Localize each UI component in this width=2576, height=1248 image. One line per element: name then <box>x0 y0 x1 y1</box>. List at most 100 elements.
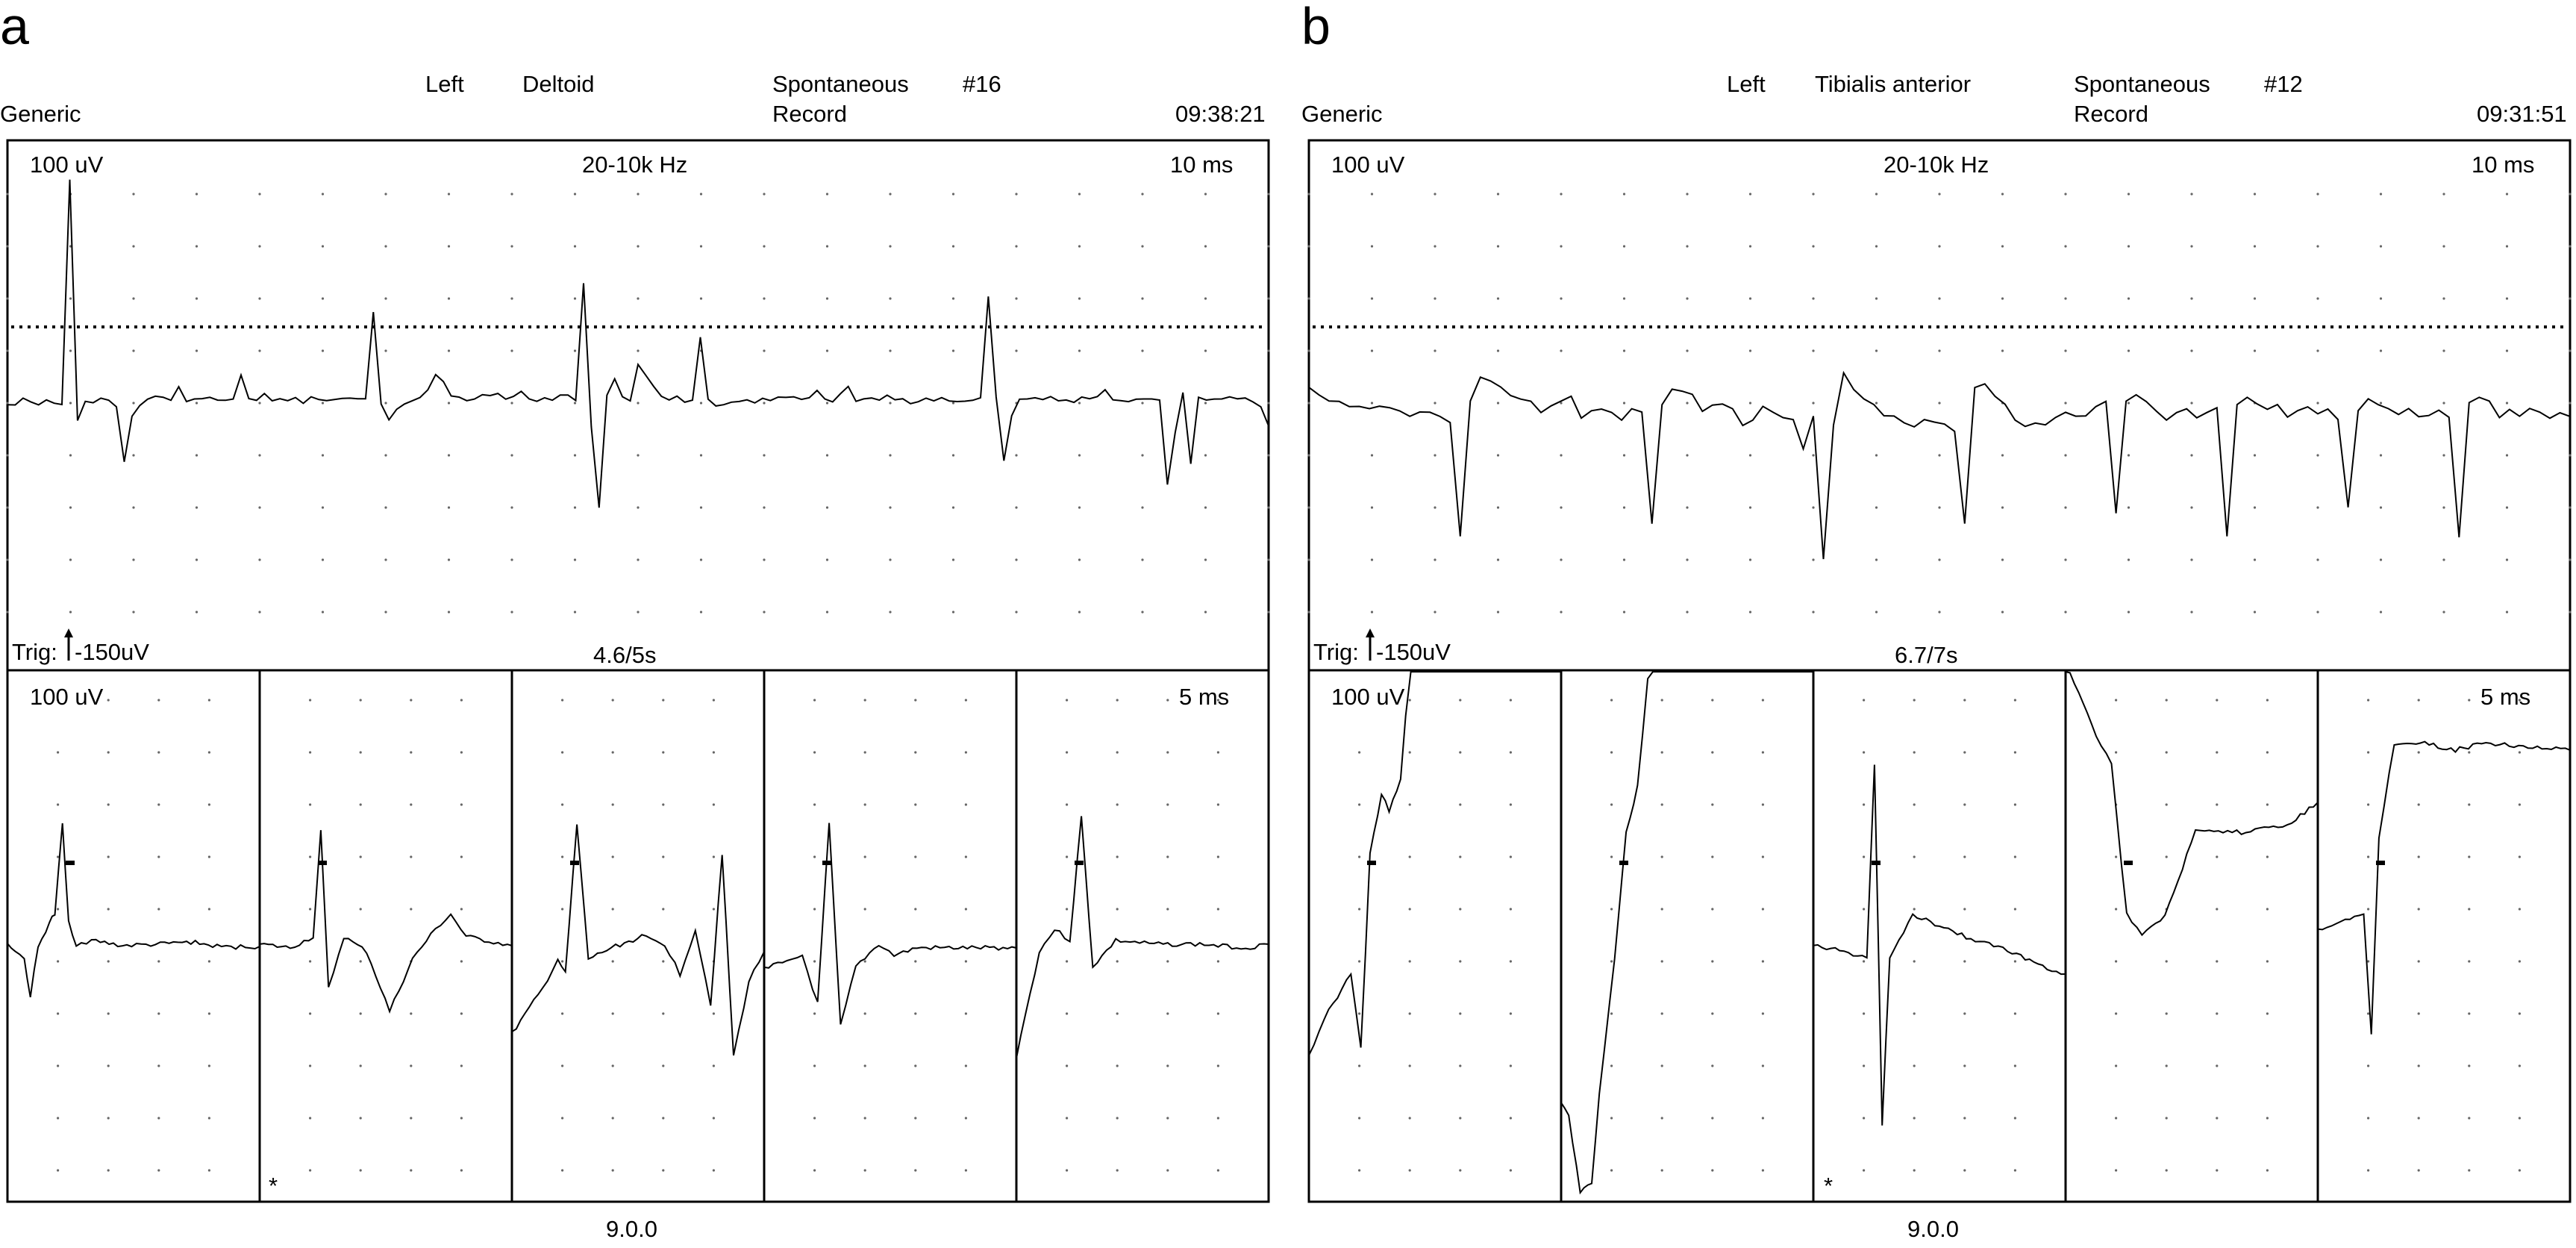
grid-dot <box>1711 803 1714 806</box>
grid-dot <box>2367 855 2370 858</box>
grid-dot <box>6 454 9 457</box>
grid-dot <box>2013 1064 2016 1067</box>
grid-dot <box>157 803 160 806</box>
grid-dot <box>359 908 362 911</box>
emg-chart-a <box>6 139 1270 1203</box>
grid-dot <box>813 803 816 806</box>
grid-dot <box>2001 454 2004 457</box>
grid-dot <box>2518 960 2521 963</box>
grid-dot <box>1358 1012 1361 1015</box>
grid-dot <box>1963 908 1966 911</box>
grid-dot <box>359 751 362 754</box>
grid-dot <box>2165 1169 2168 1172</box>
grid-dot <box>1141 454 1144 457</box>
grid-dot <box>2064 454 2067 457</box>
grid-dot <box>2001 245 2004 248</box>
grid-dot <box>1078 193 1081 196</box>
grid-dot <box>2190 245 2193 248</box>
grid-dot <box>1686 245 1689 248</box>
grid-dot <box>2316 558 2319 561</box>
grid-dot <box>1863 1064 1866 1067</box>
muscle-label: Tibialis anterior <box>1815 71 1972 97</box>
grid-dot <box>1116 1064 1119 1067</box>
grid-dot <box>1622 193 1626 196</box>
grid-dot <box>1875 297 1878 300</box>
grid-dot <box>825 454 829 457</box>
grid-dot <box>1812 402 1815 405</box>
grid-dot <box>1761 855 1764 858</box>
grid-dot <box>384 454 387 457</box>
grid-dot <box>825 402 829 405</box>
grid-dot <box>2505 245 2509 248</box>
grid-dot <box>611 1064 614 1067</box>
grid-dot <box>1434 454 1437 457</box>
grid-dot <box>1938 454 1941 457</box>
grid-dot <box>1711 1169 1714 1172</box>
grid-dot <box>2518 803 2521 806</box>
grid-dot <box>1459 1169 1462 1172</box>
grid-dot <box>1459 803 1462 806</box>
grid-dot <box>510 245 513 248</box>
grid-dot <box>1496 245 1500 248</box>
grid-dot <box>2190 454 2193 457</box>
bottom-sweep-label: 5 ms <box>2480 684 2531 710</box>
grid-dot <box>410 1064 413 1067</box>
grid-dot <box>712 1169 716 1172</box>
grid-dot <box>2127 611 2130 614</box>
grid-dot <box>573 506 577 509</box>
grid-dot <box>309 751 312 754</box>
grid-dot <box>107 908 110 911</box>
grid-dot <box>1610 1064 1613 1067</box>
grid-dot <box>69 245 72 248</box>
grid-dot <box>1711 1012 1714 1015</box>
grid-dot <box>1863 1117 1866 1120</box>
window-trigger-marker <box>317 861 327 865</box>
grid-dot <box>1078 558 1081 561</box>
grid-dot <box>699 297 703 300</box>
grid-dot <box>1622 245 1626 248</box>
grid-dot <box>1267 558 1270 561</box>
grid-dot <box>863 1064 866 1067</box>
grid-dot <box>1711 1064 1714 1067</box>
grid-dot <box>1307 193 1310 196</box>
grid-dot <box>258 193 261 196</box>
grid-dot <box>637 297 640 300</box>
bottom-gain-label: 100 uV <box>30 684 104 710</box>
window-marker: * <box>1824 1173 1833 1199</box>
grid-dot <box>712 1012 716 1015</box>
grid-dot <box>258 454 261 457</box>
grid-dot <box>1560 611 1563 614</box>
window-trigger-marker <box>1074 861 1084 865</box>
grid-dot <box>1913 1117 1916 1120</box>
grid-dot <box>889 506 892 509</box>
grid-dot <box>573 297 577 300</box>
grid-dot <box>951 297 955 300</box>
grid-dot <box>69 349 72 352</box>
grid-dot <box>2216 908 2219 911</box>
window-marker: * <box>269 1173 278 1199</box>
grid-dot <box>2190 193 2193 196</box>
grid-dot <box>359 1169 362 1172</box>
grid-dot <box>1078 611 1081 614</box>
grid-dot <box>561 751 564 754</box>
grid-dot <box>1812 558 1815 561</box>
grid-dot <box>1116 803 1119 806</box>
grid-dot <box>195 402 198 405</box>
grid-dot <box>662 751 665 754</box>
top-filter-label: 20-10k Hz <box>1883 152 1989 178</box>
grid-dot <box>107 1117 110 1120</box>
grid-dot <box>2442 454 2445 457</box>
grid-dot <box>1307 245 1310 248</box>
grid-dot <box>712 803 716 806</box>
grid-dot <box>1913 803 1916 806</box>
grid-dot <box>2379 402 2383 405</box>
grid-dot <box>1963 1064 1966 1067</box>
grid-dot <box>1748 297 1752 300</box>
grid-dot <box>763 245 766 248</box>
grid-dot <box>2468 908 2471 911</box>
grid-dot <box>1141 558 1144 561</box>
grid-dot <box>1496 402 1500 405</box>
grid-dot <box>2216 751 2219 754</box>
grid-dot <box>951 245 955 248</box>
grid-dot <box>2316 245 2319 248</box>
